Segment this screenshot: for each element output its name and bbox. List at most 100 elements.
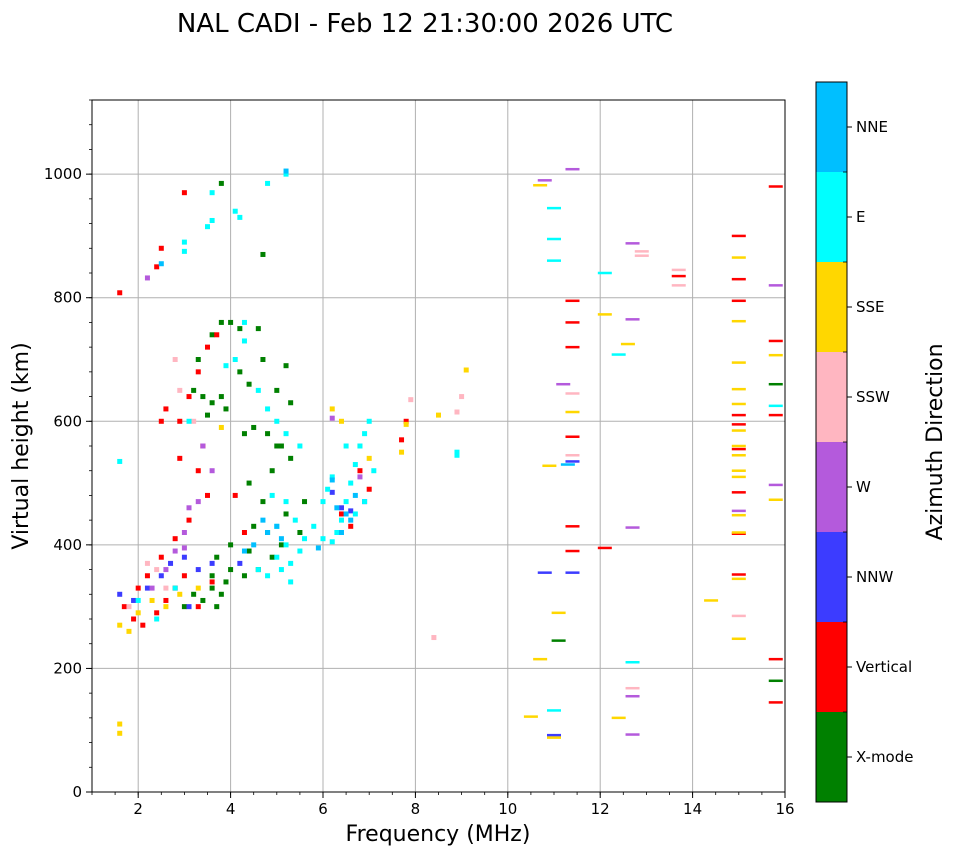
point-vertical: [181, 190, 187, 196]
x-tick-label: 12: [591, 800, 610, 818]
colorbar-segment-e: [816, 172, 847, 262]
point-x-mode: [214, 554, 220, 560]
point-vertical: [768, 339, 783, 343]
point-w: [181, 545, 187, 551]
point-x-mode: [209, 573, 215, 579]
point-e: [334, 530, 340, 535]
point-nnw: [537, 571, 552, 574]
point-e: [265, 573, 271, 579]
point-nnw: [181, 554, 187, 560]
point-nnw: [117, 591, 123, 597]
point-w: [186, 505, 192, 511]
point-x-mode: [551, 639, 566, 642]
point-vertical: [181, 573, 187, 579]
colorbar-segment-w: [816, 442, 847, 532]
point-sse: [195, 585, 201, 591]
point-sse: [731, 577, 746, 581]
point-e: [269, 492, 275, 498]
point-ssw: [625, 686, 640, 690]
point-x-mode: [214, 604, 220, 610]
point-e: [255, 567, 261, 573]
point-sse: [731, 637, 746, 641]
point-vertical: [177, 418, 183, 424]
point-nne: [260, 517, 266, 523]
point-vertical: [154, 264, 160, 270]
point-sse: [117, 721, 123, 727]
point-e: [311, 523, 317, 529]
point-e: [547, 206, 561, 210]
point-vertical: [768, 657, 783, 661]
x-tick-label: 8: [411, 800, 421, 818]
point-x-mode: [200, 597, 206, 603]
point-vertical: [158, 418, 164, 424]
colorbar-segment-x-mode: [816, 712, 847, 802]
point-x-mode: [260, 357, 266, 362]
point-e: [209, 190, 215, 196]
point-nne: [343, 511, 349, 517]
x-tick-label: 4: [226, 800, 236, 818]
point-x-mode: [223, 579, 229, 585]
colorbar-label: X-mode: [856, 748, 913, 766]
point-x-mode: [218, 591, 224, 597]
point-e: [320, 536, 326, 542]
point-sse: [149, 597, 155, 603]
point-e: [547, 259, 561, 262]
point-sse: [163, 604, 169, 610]
point-w: [537, 179, 552, 182]
point-vertical: [172, 536, 178, 542]
colorbar-label: Vertical: [856, 658, 912, 676]
point-x-mode: [218, 394, 224, 400]
point-sse: [597, 313, 612, 316]
point-e: [371, 468, 377, 474]
point-sse: [731, 454, 746, 457]
point-ssw: [154, 567, 160, 573]
point-e: [329, 474, 335, 480]
point-x-mode: [260, 251, 266, 257]
point-vertical: [140, 622, 146, 628]
point-vertical: [195, 468, 201, 474]
point-vertical: [209, 579, 215, 585]
point-ssw: [634, 250, 649, 253]
point-vertical: [731, 299, 746, 303]
colorbar: X-mode Vertical NNW W SSW SSE E NNE: [815, 81, 913, 803]
point-nne: [278, 536, 284, 542]
y-tick-label: 1000: [44, 165, 82, 183]
point-x-mode: [768, 382, 783, 386]
point-ssw: [454, 409, 460, 415]
point-x-mode: [241, 431, 247, 437]
point-e: [283, 542, 289, 548]
point-vertical: [117, 290, 123, 296]
point-w: [625, 526, 640, 529]
point-sse: [768, 353, 783, 357]
point-vertical: [144, 573, 150, 579]
point-x-mode: [195, 357, 201, 362]
point-nnw: [338, 505, 344, 511]
point-e: [338, 517, 344, 523]
point-ssw: [459, 394, 465, 400]
point-ssw: [191, 418, 197, 424]
point-x-mode: [223, 406, 229, 412]
point-w: [144, 275, 150, 281]
colorbar-title: Azimuth Direction: [923, 343, 948, 540]
point-ssw: [144, 560, 150, 566]
point-e: [232, 208, 238, 214]
point-w: [195, 499, 201, 505]
point-w: [357, 474, 363, 480]
point-e: [274, 554, 280, 560]
point-vertical: [195, 369, 201, 375]
point-vertical: [186, 517, 192, 523]
point-sse: [547, 736, 561, 739]
point-vertical: [177, 455, 183, 461]
point-x-mode: [218, 180, 224, 186]
colorbar-label: SSW: [856, 388, 890, 406]
point-sse: [533, 657, 548, 661]
point-nnw: [329, 489, 335, 495]
point-x-mode: [209, 585, 215, 591]
point-x-mode: [288, 400, 294, 406]
point-sse: [436, 412, 441, 418]
point-e: [241, 338, 247, 344]
point-e: [357, 443, 363, 449]
point-ssw: [177, 387, 183, 393]
point-sse: [731, 513, 746, 517]
point-sse: [731, 469, 746, 472]
